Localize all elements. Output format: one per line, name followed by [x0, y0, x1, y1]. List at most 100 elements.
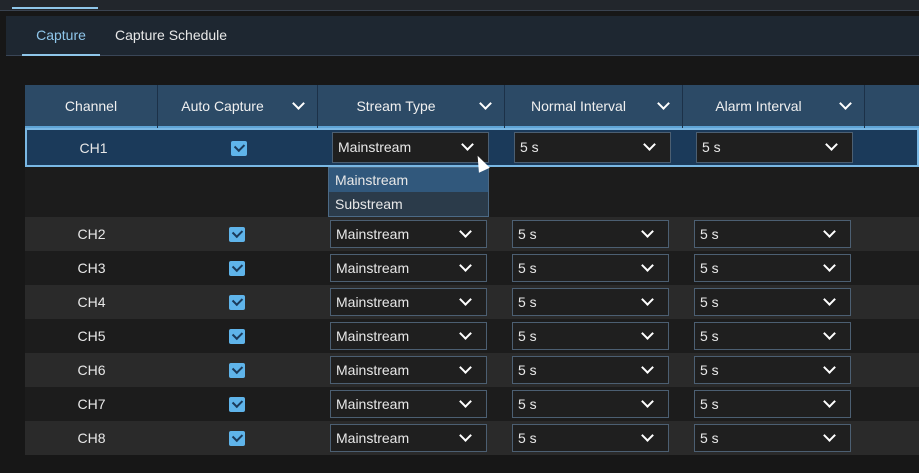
table-row[interactable]: CH8 Mainstream 5 s 5 s	[25, 421, 919, 455]
chevron-down-icon[interactable]	[643, 138, 656, 151]
dropdown-area: Mainstream Substream	[25, 167, 919, 217]
alarm-interval-select[interactable]: 5 s	[694, 254, 851, 282]
header-auto-capture[interactable]: Auto Capture	[158, 85, 318, 128]
table-row[interactable]: CH2 Mainstream 5 s 5 s	[25, 217, 919, 251]
channel-label: CH1	[79, 140, 108, 156]
auto-capture-checkbox[interactable]	[229, 261, 245, 276]
auto-capture-checkbox[interactable]	[231, 141, 247, 156]
table-row[interactable]: CH3 Mainstream 5 s 5 s	[25, 251, 919, 285]
alarm-interval-select[interactable]: 5 s	[694, 220, 851, 248]
chevron-down-icon[interactable]	[459, 327, 472, 340]
chevron-down-icon[interactable]	[641, 327, 654, 340]
normal-interval-select[interactable]: 5 s	[512, 220, 669, 248]
stream-type-select[interactable]: Mainstream	[330, 356, 487, 384]
table-row[interactable]: CH4 Mainstream 5 s 5 s	[25, 285, 919, 319]
option-mainstream[interactable]: Mainstream	[329, 168, 488, 192]
stream-type-select[interactable]: Mainstream	[330, 390, 487, 418]
normal-interval-select[interactable]: 5 s	[514, 132, 671, 163]
normal-interval-value: 5 s	[518, 430, 537, 446]
chevron-down-icon[interactable]	[657, 97, 670, 110]
stream-type-value: Mainstream	[336, 226, 410, 242]
chevron-down-icon[interactable]	[641, 429, 654, 442]
chevron-down-icon[interactable]	[839, 97, 852, 110]
chevron-down-icon[interactable]	[823, 327, 836, 340]
chevron-down-icon[interactable]	[641, 225, 654, 238]
alarm-interval-value: 5 s	[700, 260, 719, 276]
normal-interval-select[interactable]: 5 s	[512, 322, 669, 350]
normal-interval-select[interactable]: 5 s	[512, 288, 669, 316]
normal-interval-select[interactable]: 5 s	[512, 424, 669, 452]
top-bar	[0, 0, 919, 11]
chevron-down-icon[interactable]	[459, 361, 472, 374]
alarm-interval-select[interactable]: 5 s	[694, 424, 851, 452]
chevron-down-icon[interactable]	[292, 97, 305, 110]
channel-label: CH3	[77, 260, 106, 276]
chevron-down-icon[interactable]	[459, 395, 472, 408]
stream-type-dropdown-list: Mainstream Substream	[328, 167, 489, 217]
table-row[interactable]: CH6 Mainstream 5 s 5 s	[25, 353, 919, 387]
header-channel: Channel	[25, 85, 158, 128]
stream-type-value: Mainstream	[336, 260, 410, 276]
chevron-down-icon[interactable]	[823, 361, 836, 374]
stream-type-select[interactable]: Mainstream	[332, 132, 489, 163]
stream-type-select[interactable]: Mainstream	[330, 220, 487, 248]
alarm-interval-select[interactable]: 5 s	[694, 288, 851, 316]
stream-type-select[interactable]: Mainstream	[330, 254, 487, 282]
normal-interval-value: 5 s	[518, 362, 537, 378]
chevron-down-icon[interactable]	[479, 97, 492, 110]
auto-capture-checkbox[interactable]	[229, 363, 245, 378]
normal-interval-select[interactable]: 5 s	[512, 254, 669, 282]
chevron-down-icon[interactable]	[461, 138, 474, 151]
stream-type-value: Mainstream	[336, 362, 410, 378]
alarm-interval-value: 5 s	[700, 294, 719, 310]
auto-capture-checkbox[interactable]	[229, 431, 245, 446]
channel-label: CH8	[77, 430, 106, 446]
tab-capture[interactable]: Capture	[22, 16, 100, 56]
alarm-interval-value: 5 s	[700, 226, 719, 242]
chevron-down-icon[interactable]	[641, 259, 654, 272]
channel-label: CH7	[77, 396, 106, 412]
alarm-interval-select[interactable]: 5 s	[694, 390, 851, 418]
normal-interval-select[interactable]: 5 s	[512, 356, 669, 384]
stream-type-select[interactable]: Mainstream	[330, 322, 487, 350]
stream-type-select[interactable]: Mainstream	[330, 424, 487, 452]
table-row[interactable]: CH7 Mainstream 5 s 5 s	[25, 387, 919, 421]
alarm-interval-select[interactable]: 5 s	[694, 322, 851, 350]
normal-interval-select[interactable]: 5 s	[512, 390, 669, 418]
auto-capture-checkbox[interactable]	[229, 329, 245, 344]
chevron-down-icon[interactable]	[459, 225, 472, 238]
chevron-down-icon[interactable]	[459, 293, 472, 306]
stream-type-value: Mainstream	[338, 139, 412, 155]
alarm-interval-select[interactable]: 5 s	[694, 356, 851, 384]
header-label: Stream Type	[356, 98, 436, 114]
chevron-down-icon[interactable]	[459, 429, 472, 442]
normal-interval-value: 5 s	[518, 294, 537, 310]
table-row[interactable]: CH5 Mainstream 5 s 5 s	[25, 319, 919, 353]
table-header: Channel Auto Capture Stream Type Normal …	[25, 85, 919, 128]
chevron-down-icon[interactable]	[825, 138, 838, 151]
auto-capture-checkbox[interactable]	[229, 397, 245, 412]
header-label: Channel	[64, 98, 118, 114]
normal-interval-value: 5 s	[518, 396, 537, 412]
alarm-interval-select[interactable]: 5 s	[696, 132, 853, 163]
chevron-down-icon[interactable]	[641, 361, 654, 374]
chevron-down-icon[interactable]	[641, 293, 654, 306]
tab-capture-schedule[interactable]: Capture Schedule	[115, 27, 228, 43]
header-stream-type[interactable]: Stream Type	[318, 85, 505, 128]
stream-type-value: Mainstream	[336, 328, 410, 344]
chevron-down-icon[interactable]	[823, 225, 836, 238]
chevron-down-icon[interactable]	[641, 395, 654, 408]
chevron-down-icon[interactable]	[823, 259, 836, 272]
chevron-down-icon[interactable]	[823, 293, 836, 306]
chevron-down-icon[interactable]	[823, 429, 836, 442]
option-substream[interactable]: Substream	[335, 196, 403, 212]
chevron-down-icon[interactable]	[459, 259, 472, 272]
table-row[interactable]: CH1 Mainstream 5 s 5 s	[25, 128, 919, 167]
auto-capture-checkbox[interactable]	[229, 295, 245, 310]
stream-type-select[interactable]: Mainstream	[330, 288, 487, 316]
chevron-down-icon[interactable]	[823, 395, 836, 408]
header-normal-interval[interactable]: Normal Interval	[505, 85, 683, 128]
normal-interval-value: 5 s	[518, 226, 537, 242]
auto-capture-checkbox[interactable]	[229, 227, 245, 242]
header-alarm-interval[interactable]: Alarm Interval	[683, 85, 865, 128]
